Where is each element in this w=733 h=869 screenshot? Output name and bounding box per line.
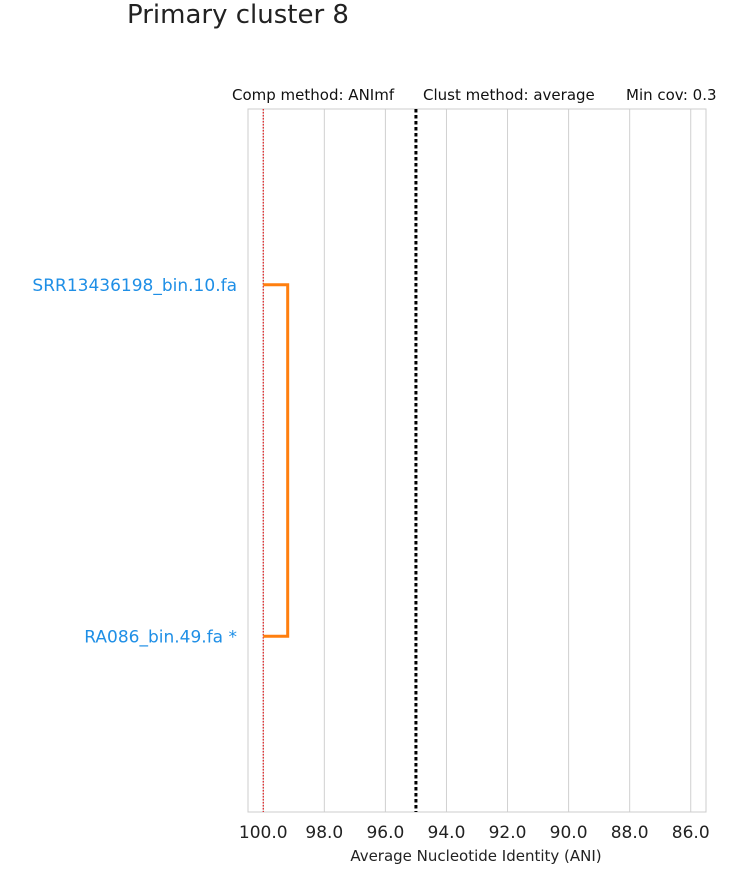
leaf-labels: SRR13436198_bin.10.fa RA086_bin.49.fa *: [32, 276, 237, 648]
chart-title: Primary cluster 8: [127, 0, 349, 30]
x-tick-100.0: 100.0: [239, 823, 288, 843]
subtitle-comp-method: Comp method: ANImf: [232, 86, 395, 104]
leaf-label: SRR13436198_bin.10.fa: [32, 276, 237, 296]
plot-frame: [247, 108, 707, 813]
x-tick-labels: 100.0 98.0 96.0 94.0 92.0 90.0 88.0 86.0: [239, 823, 710, 843]
x-axis-label: Average Nucleotide Identity (ANI): [350, 847, 601, 865]
x-tick-96.0: 96.0: [366, 823, 404, 843]
x-tick-94.0: 94.0: [428, 823, 466, 843]
leaf-label: RA086_bin.49.fa *: [84, 627, 237, 647]
reference-lines: [262, 109, 418, 812]
dendrogram-links: [263, 283, 290, 638]
x-tick-92.0: 92.0: [489, 823, 527, 843]
x-tick-90.0: 90.0: [550, 823, 588, 843]
grid-lines: [262, 109, 692, 812]
x-tick-98.0: 98.0: [305, 823, 343, 843]
dendrogram-link-0: [263, 283, 290, 638]
x-tick-86.0: 86.0: [672, 823, 710, 843]
subtitle-min-cov: Min cov: 0.3: [626, 86, 717, 104]
subtitle-clust-method: Clust method: average: [423, 86, 595, 104]
x-tick-88.0: 88.0: [611, 823, 649, 843]
